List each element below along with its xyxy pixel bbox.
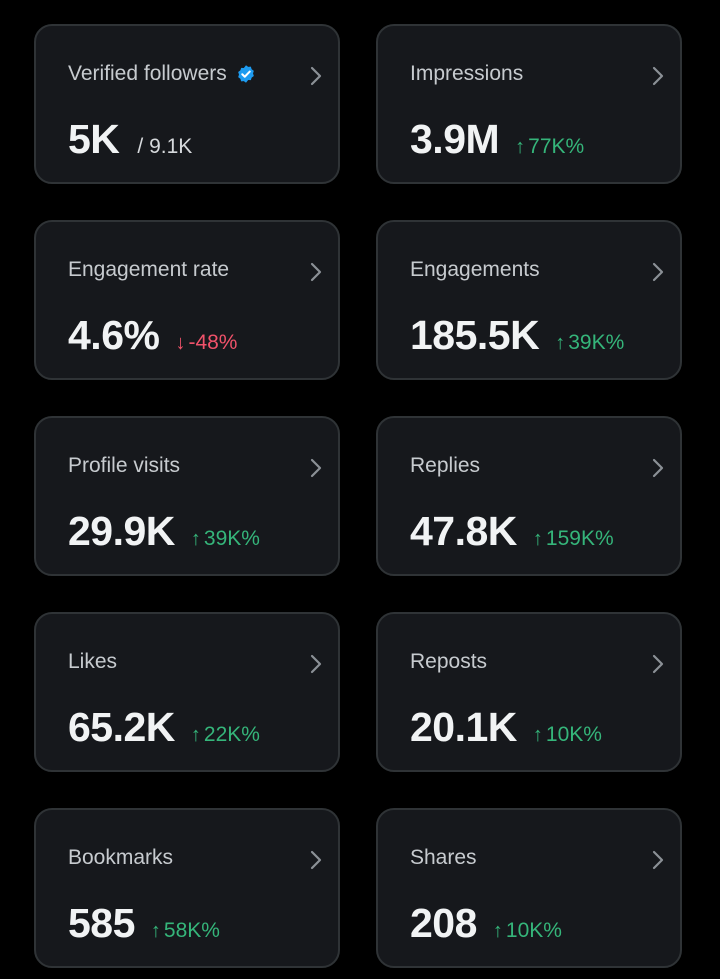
arrow-up-icon: ↑	[190, 528, 201, 550]
metric-card-bookmarks[interactable]: Bookmarks 585 ↑ 58K%	[34, 808, 340, 968]
arrow-down-icon: ↓	[175, 332, 186, 354]
metric-delta-value: 39K%	[568, 331, 625, 354]
metric-delta-value: 10K%	[545, 723, 602, 746]
arrow-up-icon: ↑	[492, 920, 503, 942]
chevron-right-icon	[650, 848, 666, 872]
metric-delta-value: -48%	[188, 331, 238, 354]
metric-delta-value: 159K%	[545, 527, 614, 550]
arrow-up-icon: ↑	[150, 920, 161, 942]
metric-value-row: 20.1K ↑ 10K%	[410, 704, 602, 751]
metric-value: 65.2K	[68, 704, 175, 750]
metric-title: Likes	[68, 650, 118, 673]
metric-value: 47.8K	[410, 508, 517, 554]
metric-delta: ↑ 58K%	[151, 919, 220, 943]
metric-total: / 9.1K	[137, 135, 193, 158]
metric-card-likes[interactable]: Likes 65.2K ↑ 22K%	[34, 612, 340, 772]
metric-delta: ↑ 77K%	[515, 135, 584, 159]
chevron-right-icon	[308, 456, 324, 480]
metric-title: Profile visits	[68, 454, 181, 477]
metric-title: Replies	[410, 454, 481, 477]
chevron-right-icon	[308, 652, 324, 676]
metric-delta-value: 77K%	[528, 135, 585, 158]
metric-delta-value: 39K%	[203, 527, 260, 550]
metric-card-impressions[interactable]: Impressions 3.9M ↑ 77K%	[376, 24, 682, 184]
metric-value: 208	[410, 900, 477, 946]
metric-delta: ↑ 22K%	[191, 723, 260, 747]
arrow-up-icon: ↑	[532, 724, 543, 746]
metric-delta: ↑ 159K%	[533, 527, 614, 551]
arrow-up-icon: ↑	[515, 136, 526, 158]
chevron-right-icon	[308, 64, 324, 88]
metric-value-row: 5K / 9.1K	[68, 116, 192, 163]
arrow-up-icon: ↑	[532, 528, 543, 550]
metric-value-row: 29.9K ↑ 39K%	[68, 508, 260, 555]
metric-card-replies[interactable]: Replies 47.8K ↑ 159K%	[376, 416, 682, 576]
metric-value: 29.9K	[68, 508, 175, 554]
metric-value-row: 65.2K ↑ 22K%	[68, 704, 260, 751]
metric-title: Bookmarks	[68, 846, 174, 869]
metric-value: 185.5K	[410, 312, 540, 358]
metric-value: 4.6%	[68, 312, 160, 358]
metric-card-shares[interactable]: Shares 208 ↑ 10K%	[376, 808, 682, 968]
metric-card-engagements[interactable]: Engagements 185.5K ↑ 39K%	[376, 220, 682, 380]
chevron-right-icon	[308, 848, 324, 872]
metric-delta: ↑ 10K%	[533, 723, 602, 747]
metric-delta: ↓ -48%	[175, 331, 237, 355]
metric-value: 20.1K	[410, 704, 517, 750]
metric-value-row: 47.8K ↑ 159K%	[410, 508, 614, 555]
metric-value-row: 185.5K ↑ 39K%	[410, 312, 624, 359]
metric-value: 3.9M	[410, 116, 500, 162]
metric-title-label: Verified followers	[68, 62, 227, 85]
metric-value: 5K	[68, 116, 120, 162]
metric-value-row: 3.9M ↑ 77K%	[410, 116, 584, 163]
metric-delta: ↑ 10K%	[493, 919, 562, 943]
metric-card-engagement-rate[interactable]: Engagement rate 4.6% ↓ -48%	[34, 220, 340, 380]
metric-delta-value: 22K%	[203, 723, 260, 746]
arrow-up-icon: ↑	[190, 724, 201, 746]
metric-title: Shares	[410, 846, 477, 869]
metric-value-row: 208 ↑ 10K%	[410, 900, 562, 947]
chevron-right-icon	[308, 260, 324, 284]
metric-title: Engagement rate	[68, 258, 230, 281]
metric-value: 585	[68, 900, 135, 946]
metric-card-reposts[interactable]: Reposts 20.1K ↑ 10K%	[376, 612, 682, 772]
verified-badge-icon	[236, 64, 256, 84]
chevron-right-icon	[650, 64, 666, 88]
metric-title: Reposts	[410, 650, 488, 673]
metric-title: Verified followers	[68, 62, 256, 86]
chevron-right-icon	[650, 456, 666, 480]
chevron-right-icon	[650, 652, 666, 676]
metric-card-profile-visits[interactable]: Profile visits 29.9K ↑ 39K%	[34, 416, 340, 576]
metric-delta: ↑ 39K%	[191, 527, 260, 551]
arrow-up-icon: ↑	[555, 332, 566, 354]
metric-title: Engagements	[410, 258, 540, 281]
chevron-right-icon	[650, 260, 666, 284]
metric-delta: ↑ 39K%	[555, 331, 624, 355]
metric-value-row: 585 ↑ 58K%	[68, 900, 220, 947]
metric-card-verified-followers[interactable]: Verified followers 5K / 9.1K	[34, 24, 340, 184]
metric-delta-value: 10K%	[505, 919, 562, 942]
metric-delta-value: 58K%	[163, 919, 220, 942]
metric-value-row: 4.6% ↓ -48%	[68, 312, 237, 359]
metric-title: Impressions	[410, 62, 524, 85]
